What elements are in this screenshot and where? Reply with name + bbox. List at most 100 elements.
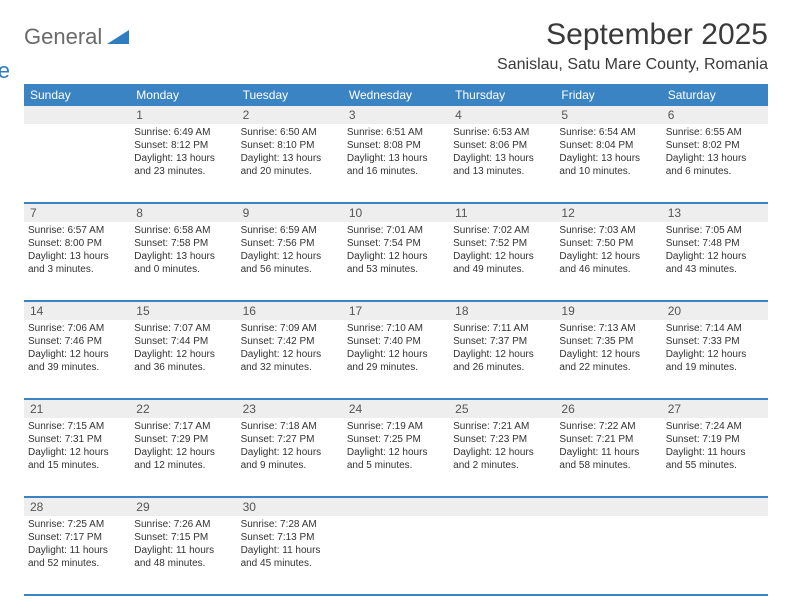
day-detail-line: Sunrise: 7:25 AM xyxy=(28,518,126,531)
day-detail-line: Sunrise: 7:22 AM xyxy=(559,420,657,433)
day-detail-line: Sunrise: 6:55 AM xyxy=(666,126,764,139)
day-detail-line: Sunrise: 6:58 AM xyxy=(134,224,232,237)
day-detail-line: Daylight: 11 hours xyxy=(134,544,232,557)
day-detail-line: Sunset: 8:02 PM xyxy=(666,139,764,152)
day-cell: Sunrise: 7:09 AMSunset: 7:42 PMDaylight:… xyxy=(237,320,343,398)
day-cell: Sunrise: 7:18 AMSunset: 7:27 PMDaylight:… xyxy=(237,418,343,496)
day-detail-line: and 43 minutes. xyxy=(666,263,764,276)
dow-cell: Tuesday xyxy=(237,84,343,106)
day-detail-line: and 6 minutes. xyxy=(666,165,764,178)
day-number: 19 xyxy=(555,302,661,320)
calendar-grid: Sunday Monday Tuesday Wednesday Thursday… xyxy=(24,84,768,596)
day-detail-line: Sunrise: 7:07 AM xyxy=(134,322,232,335)
day-detail-line: Sunset: 7:44 PM xyxy=(134,335,232,348)
day-detail-line: Daylight: 12 hours xyxy=(453,250,551,263)
day-number: 30 xyxy=(237,498,343,516)
day-number: 16 xyxy=(237,302,343,320)
day-number: 14 xyxy=(24,302,130,320)
day-cell xyxy=(24,124,130,202)
day-cell: Sunrise: 7:06 AMSunset: 7:46 PMDaylight:… xyxy=(24,320,130,398)
day-number xyxy=(555,498,661,516)
day-number: 2 xyxy=(237,106,343,124)
day-cell: Sunrise: 7:14 AMSunset: 7:33 PMDaylight:… xyxy=(662,320,768,398)
day-cell: Sunrise: 7:28 AMSunset: 7:13 PMDaylight:… xyxy=(237,516,343,594)
day-number: 1 xyxy=(130,106,236,124)
day-detail-line: Sunset: 7:35 PM xyxy=(559,335,657,348)
day-cell: Sunrise: 7:07 AMSunset: 7:44 PMDaylight:… xyxy=(130,320,236,398)
day-cell: Sunrise: 7:24 AMSunset: 7:19 PMDaylight:… xyxy=(662,418,768,496)
day-cell: Sunrise: 7:26 AMSunset: 7:15 PMDaylight:… xyxy=(130,516,236,594)
day-detail-line: Sunset: 7:40 PM xyxy=(347,335,445,348)
daynum-row: 21222324252627 xyxy=(24,400,768,418)
day-detail-line: and 52 minutes. xyxy=(28,557,126,570)
day-detail-line: Sunrise: 6:50 AM xyxy=(241,126,339,139)
day-number: 15 xyxy=(130,302,236,320)
day-cell: Sunrise: 7:10 AMSunset: 7:40 PMDaylight:… xyxy=(343,320,449,398)
day-detail-line: Daylight: 12 hours xyxy=(453,446,551,459)
day-detail-line: Daylight: 13 hours xyxy=(347,152,445,165)
day-cell: Sunrise: 6:58 AMSunset: 7:58 PMDaylight:… xyxy=(130,222,236,300)
day-number: 20 xyxy=(662,302,768,320)
day-detail-line: Sunrise: 7:03 AM xyxy=(559,224,657,237)
day-detail-line: Sunrise: 7:13 AM xyxy=(559,322,657,335)
day-number: 9 xyxy=(237,204,343,222)
brand-part2: Blue xyxy=(0,58,10,83)
day-detail-line: Sunrise: 7:21 AM xyxy=(453,420,551,433)
day-detail-line: Daylight: 12 hours xyxy=(134,446,232,459)
day-detail-line: and 32 minutes. xyxy=(241,361,339,374)
day-cell: Sunrise: 7:25 AMSunset: 7:17 PMDaylight:… xyxy=(24,516,130,594)
day-number: 22 xyxy=(130,400,236,418)
location-label: Sanislau, Satu Mare County, Romania xyxy=(497,56,768,74)
daynum-row: 78910111213 xyxy=(24,204,768,222)
day-detail-line: and 56 minutes. xyxy=(241,263,339,276)
day-detail-line: and 13 minutes. xyxy=(453,165,551,178)
day-number: 18 xyxy=(449,302,555,320)
day-detail-line: Daylight: 12 hours xyxy=(666,250,764,263)
day-detail-line: Daylight: 13 hours xyxy=(453,152,551,165)
day-detail-line: and 26 minutes. xyxy=(453,361,551,374)
day-detail-line: Daylight: 12 hours xyxy=(28,348,126,361)
day-detail-line: and 45 minutes. xyxy=(241,557,339,570)
day-detail-line: Sunrise: 6:57 AM xyxy=(28,224,126,237)
day-detail-line: Sunrise: 7:05 AM xyxy=(666,224,764,237)
day-cell: Sunrise: 6:53 AMSunset: 8:06 PMDaylight:… xyxy=(449,124,555,202)
day-detail-line: Daylight: 13 hours xyxy=(666,152,764,165)
day-detail-line: Daylight: 12 hours xyxy=(666,348,764,361)
day-detail-line: Sunset: 7:23 PM xyxy=(453,433,551,446)
day-detail-line: and 49 minutes. xyxy=(453,263,551,276)
day-detail-line: Sunrise: 7:01 AM xyxy=(347,224,445,237)
day-detail-line: Sunrise: 7:11 AM xyxy=(453,322,551,335)
day-detail-line: Sunrise: 6:49 AM xyxy=(134,126,232,139)
month-title: September 2025 xyxy=(497,18,768,52)
day-detail-line: Sunrise: 6:51 AM xyxy=(347,126,445,139)
day-detail-line: and 19 minutes. xyxy=(666,361,764,374)
day-number: 12 xyxy=(555,204,661,222)
day-detail-line: Daylight: 13 hours xyxy=(559,152,657,165)
day-detail-line: Sunset: 7:37 PM xyxy=(453,335,551,348)
day-detail-line: Sunset: 8:12 PM xyxy=(134,139,232,152)
day-number: 11 xyxy=(449,204,555,222)
day-detail-line: Sunrise: 7:18 AM xyxy=(241,420,339,433)
day-cell: Sunrise: 6:55 AMSunset: 8:02 PMDaylight:… xyxy=(662,124,768,202)
day-detail-line: Sunset: 8:06 PM xyxy=(453,139,551,152)
daynum-row: 14151617181920 xyxy=(24,302,768,320)
day-number: 7 xyxy=(24,204,130,222)
day-detail-line: Sunset: 7:29 PM xyxy=(134,433,232,446)
day-detail-line: Sunset: 8:00 PM xyxy=(28,237,126,250)
day-detail-line: Sunrise: 6:59 AM xyxy=(241,224,339,237)
day-cell: Sunrise: 7:02 AMSunset: 7:52 PMDaylight:… xyxy=(449,222,555,300)
day-detail-line: and 9 minutes. xyxy=(241,459,339,472)
day-number: 28 xyxy=(24,498,130,516)
day-detail-line: Daylight: 11 hours xyxy=(241,544,339,557)
day-number: 3 xyxy=(343,106,449,124)
day-detail-line: Daylight: 12 hours xyxy=(241,446,339,459)
day-detail-line: Sunset: 7:27 PM xyxy=(241,433,339,446)
day-cell: Sunrise: 6:49 AMSunset: 8:12 PMDaylight:… xyxy=(130,124,236,202)
header-row: General Blue September 2025 Sanislau, Sa… xyxy=(24,18,768,74)
day-detail-line: Sunset: 7:48 PM xyxy=(666,237,764,250)
day-number: 24 xyxy=(343,400,449,418)
day-detail-line: Daylight: 11 hours xyxy=(666,446,764,459)
day-detail-line: and 5 minutes. xyxy=(347,459,445,472)
day-detail-line: Daylight: 13 hours xyxy=(134,250,232,263)
day-cell xyxy=(555,516,661,594)
